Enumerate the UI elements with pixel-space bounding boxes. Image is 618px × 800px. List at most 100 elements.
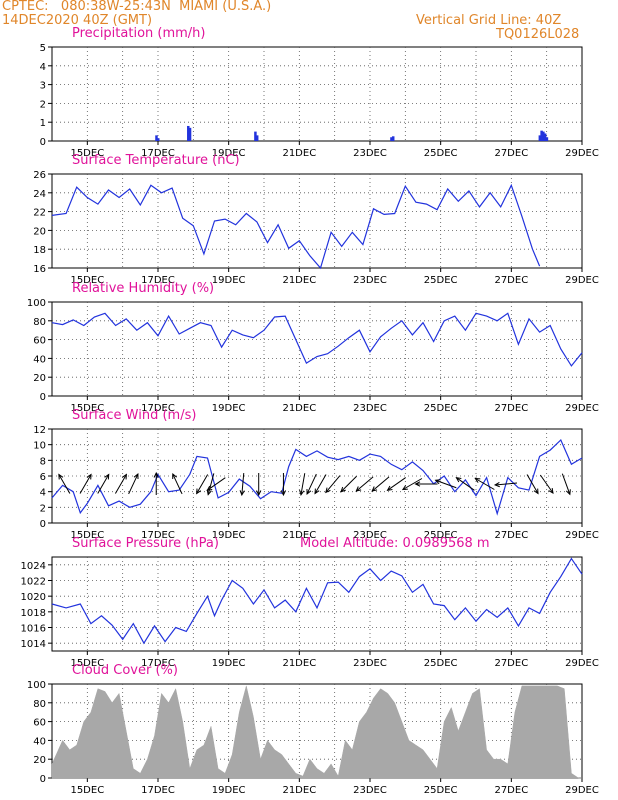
wind-ytick-label: 0 xyxy=(40,519,46,530)
precip-bar xyxy=(540,130,543,141)
wind-xtick-label: 25DEC xyxy=(424,530,458,541)
precip-bar xyxy=(157,138,160,141)
cloud-ytick-label: 100 xyxy=(27,680,46,691)
wind-vector xyxy=(196,474,209,495)
wind-vector xyxy=(97,473,110,494)
wind-vector xyxy=(414,481,438,487)
wind-vector-head xyxy=(206,489,212,496)
wind-ytick-label: 2 xyxy=(40,503,46,514)
pressure-title: Surface Pressure (hPa) xyxy=(72,536,219,551)
wind-vector xyxy=(340,475,357,493)
wind-vector-head xyxy=(455,477,462,483)
precip-bar xyxy=(542,131,545,141)
precip-ytick-label: 3 xyxy=(40,81,46,92)
wind-vector-shaft xyxy=(355,476,374,492)
pressure-ytick-label: 1024 xyxy=(21,561,46,572)
wind-vector-shaft xyxy=(340,475,357,493)
cloud-panel: Cloud Cover (%) 0 20 40 60 80 100 15DEC 17DEC 19D… xyxy=(27,663,599,796)
wind-vector-head xyxy=(196,488,202,495)
cloud-xtick-label: 25DEC xyxy=(424,785,458,796)
wind-vector-head xyxy=(355,486,362,492)
wind-series-line xyxy=(51,438,583,516)
precip-bar xyxy=(390,137,393,141)
cloud-xtick-label: 23DEC xyxy=(353,785,387,796)
wind-vector-shaft xyxy=(561,473,571,495)
temp-ytick-label: 16 xyxy=(33,264,46,275)
temp-ytick-label: 26 xyxy=(33,170,46,181)
cloud-xtick-label: 15DEC xyxy=(70,785,104,796)
precip-bar xyxy=(545,137,549,141)
rh-frame xyxy=(51,301,583,397)
wind-vector-shaft xyxy=(325,475,341,493)
precip-bar xyxy=(255,135,259,141)
cloud-area xyxy=(51,685,582,779)
wind-vector xyxy=(371,476,390,492)
rh-xtick-label: 17DEC xyxy=(141,403,175,414)
wind-vector xyxy=(493,481,518,488)
wind-vector xyxy=(539,474,554,494)
precip-xtick-label: 23DEC xyxy=(353,148,387,159)
pressure-xtick-label: 25DEC xyxy=(424,658,458,669)
temp-xtick-label: 29DEC xyxy=(565,275,599,286)
pressure-ytick-label: 1014 xyxy=(21,639,46,650)
precip-bar xyxy=(543,133,547,141)
pressure-xtick-label: 19DEC xyxy=(212,658,246,669)
pressure-series-line xyxy=(51,557,583,645)
pressure-xtick-label: 27DEC xyxy=(494,658,528,669)
temp-xtick-label: 15DEC xyxy=(70,275,104,286)
wind-vector-head xyxy=(86,473,92,480)
wind-vector xyxy=(58,473,71,494)
wind-vector-head xyxy=(306,488,312,496)
precip-panel: Precipitation (mm/h) 0 1 2 3 4 5 15DEC 17DEC 19DE… xyxy=(40,26,599,159)
precip-ytick-label: 4 xyxy=(40,62,46,73)
cloud-ytick-label: 80 xyxy=(33,699,46,710)
temp-xtick-label: 19DEC xyxy=(212,275,246,286)
wind-vector xyxy=(401,478,423,491)
cloud-xtick-label: 17DEC xyxy=(141,785,175,796)
wind-vector-head xyxy=(414,481,421,487)
wind-vector-head xyxy=(493,481,500,488)
wind-vector xyxy=(474,477,495,490)
cloud-title: Cloud Cover (%) xyxy=(72,663,178,678)
wind-vector-shaft xyxy=(402,478,423,490)
wind-vector xyxy=(386,477,406,491)
wind-vector-head xyxy=(565,489,571,496)
wind-vector-shaft xyxy=(475,478,495,490)
wind-vector-shaft xyxy=(387,477,406,491)
wind-vector-shaft xyxy=(456,477,475,491)
station-title: CPTEC: 080:38W-25:43N MIAMI (U.S.A.) xyxy=(2,0,272,14)
pressure-ytick-label: 1020 xyxy=(21,592,46,603)
wind-ytick-label: 12 xyxy=(33,425,46,436)
wind-vector xyxy=(128,472,139,495)
rh-series-line xyxy=(51,312,583,367)
pressure-frame xyxy=(51,556,583,652)
wind-vector-head xyxy=(314,488,320,495)
pressure-xtick-label: 21DEC xyxy=(282,658,316,669)
precip-xtick-label: 17DEC xyxy=(141,148,175,159)
precip-ytick-label: 2 xyxy=(40,99,46,110)
wind-vector-head xyxy=(386,485,393,491)
precip-bar xyxy=(391,136,395,141)
wind-vector xyxy=(256,473,262,497)
rh-title: Relative Humidity (%) xyxy=(72,281,214,296)
rh-ytick-label: 0 xyxy=(40,392,46,403)
temp-ytick-label: 22 xyxy=(33,208,46,219)
pressure-xtick-label: 17DEC xyxy=(141,658,175,669)
wind-vector xyxy=(114,473,127,494)
wind-vector-shaft xyxy=(539,474,554,494)
wind-ytick-label: 4 xyxy=(40,488,46,499)
precip-xtick-label: 21DEC xyxy=(282,148,316,159)
wind-vector-head xyxy=(104,473,110,480)
precip-bar xyxy=(254,131,257,141)
temp-xtick-label: 23DEC xyxy=(353,275,387,286)
wind-vector-shaft xyxy=(207,477,226,491)
precip-xtick-label: 19DEC xyxy=(212,148,246,159)
cloud-ytick-label: 0 xyxy=(40,774,46,785)
wind-xtick-label: 21DEC xyxy=(282,530,316,541)
temp-panel: Surface Temperature (nC) 16 18 20 22 24 26 15DE… xyxy=(33,153,599,286)
wind-vector-head xyxy=(340,486,346,493)
wind-vector xyxy=(299,473,306,496)
pressure-panel: Surface Pressure (hPa) Model Altitude: 0.… xyxy=(21,536,599,669)
wind-vector-head xyxy=(256,490,262,497)
temp-series-line xyxy=(51,183,541,270)
